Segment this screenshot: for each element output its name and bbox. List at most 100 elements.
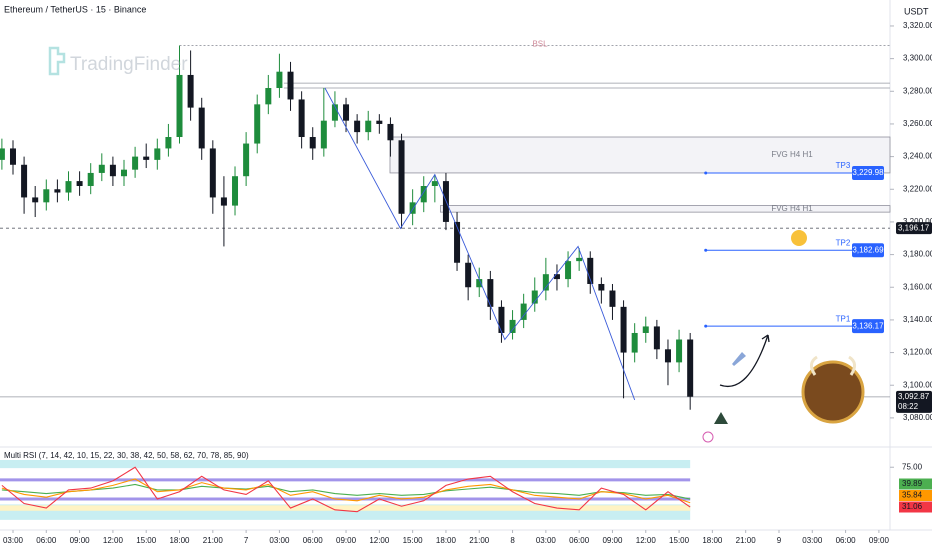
logo-icon xyxy=(48,46,66,76)
candle-body xyxy=(98,164,105,173)
candle-body xyxy=(132,156,139,170)
candle-body xyxy=(154,148,161,160)
candle-body xyxy=(276,71,283,89)
candle-body xyxy=(331,104,338,121)
price-tag xyxy=(896,222,932,235)
candle-body xyxy=(32,197,39,203)
x-tick-label: 09:00 xyxy=(70,536,91,545)
candle-body xyxy=(476,279,483,288)
x-tick-label: 03:00 xyxy=(802,536,823,545)
x-tick-label: 03:00 xyxy=(3,536,24,545)
arrow-head xyxy=(761,334,770,343)
rocket xyxy=(732,352,746,366)
candle-body xyxy=(642,326,649,333)
bsl-label: BSL xyxy=(532,40,548,49)
candle-body xyxy=(287,71,294,100)
x-tick-label: 9 xyxy=(777,536,782,545)
x-tick-label: 03:00 xyxy=(536,536,557,545)
y-tick-label: 3,160.00 xyxy=(903,282,932,291)
x-tick-label: 06:00 xyxy=(303,536,324,545)
y-tick-label: 3,280.00 xyxy=(903,86,932,95)
candle-body xyxy=(465,262,472,288)
mountain-icon xyxy=(714,412,728,424)
y-tick-label: 3,120.00 xyxy=(903,348,932,357)
rsi-title: Multi RSI (7, 14, 42, 10, 15, 22, 30, 38… xyxy=(4,451,249,460)
x-tick-label: 06:00 xyxy=(569,536,590,545)
x-tick-label: 12:00 xyxy=(103,536,124,545)
candle-body xyxy=(43,189,50,203)
logo: TradingFinder xyxy=(48,46,188,76)
candle-body xyxy=(320,120,327,149)
candle-body xyxy=(553,274,560,280)
candle-body xyxy=(209,148,216,198)
candle-body xyxy=(87,172,94,187)
rsi-value-tag xyxy=(899,501,932,513)
x-tick-label: 18:00 xyxy=(169,536,190,545)
candle-body xyxy=(198,107,205,149)
target-dot xyxy=(704,248,708,252)
candle-body xyxy=(653,326,660,350)
target-dot xyxy=(704,324,708,328)
fvg-zone xyxy=(439,205,891,213)
candle-body xyxy=(254,104,261,144)
target-tag xyxy=(852,165,884,180)
x-tick-label: 15:00 xyxy=(669,536,690,545)
target-name: TP2 xyxy=(836,238,851,247)
fvg-label: FVG H4 H1 xyxy=(771,204,813,213)
x-tick-label: 09:00 xyxy=(602,536,623,545)
x-tick-label: 09:00 xyxy=(336,536,357,545)
candle-body xyxy=(620,306,627,353)
candle-body xyxy=(398,140,405,214)
y-tick-label: 3,080.00 xyxy=(903,413,932,422)
target-dot xyxy=(704,171,708,175)
x-tick-label: 06:00 xyxy=(36,536,57,545)
candle-body xyxy=(498,306,505,333)
x-tick-label: 03:00 xyxy=(269,536,290,545)
target-tag xyxy=(852,319,884,334)
watermark: TradingFinder xyxy=(70,54,188,75)
price-tag-label: 3,196.17 xyxy=(898,223,930,232)
y-tick-label: 3,320.00 xyxy=(903,21,932,30)
curved-arrow xyxy=(719,334,769,387)
candle-body xyxy=(598,283,605,291)
candle-body xyxy=(509,319,516,333)
candle-body xyxy=(387,123,394,141)
candle-body xyxy=(576,257,583,262)
x-tick-label: 18:00 xyxy=(436,536,457,545)
rsi-value-tag xyxy=(899,490,932,501)
bull-logo xyxy=(801,360,865,424)
x-tick-label: 15:00 xyxy=(403,536,424,545)
x-tick-label: 8 xyxy=(510,536,515,545)
bull-horns xyxy=(810,355,856,376)
fvg-zone xyxy=(389,136,891,174)
rsi-tick-label: 75.00 xyxy=(902,462,923,471)
x-tick-label: 06:00 xyxy=(836,536,857,545)
candle-body xyxy=(143,156,150,160)
candle-body xyxy=(609,290,616,307)
candle-body xyxy=(631,332,638,353)
y-tick-label: 3,240.00 xyxy=(903,152,932,161)
x-tick-label: 21:00 xyxy=(203,536,224,545)
rsi-value-label: 31.06 xyxy=(902,502,923,511)
y-tick-label: 3,300.00 xyxy=(903,54,932,63)
x-tick-label: 15:00 xyxy=(136,536,157,545)
candle-body xyxy=(542,274,549,291)
rsi-value-label: 39.89 xyxy=(902,479,923,488)
price-tag xyxy=(896,390,932,413)
candle-body xyxy=(176,74,183,138)
candle-body xyxy=(9,148,16,165)
y-tick-label: 3,100.00 xyxy=(903,380,932,389)
y-tick-label: 3,200.00 xyxy=(903,217,932,226)
candle-body xyxy=(454,221,461,263)
candle-body xyxy=(354,120,361,133)
currency: USDT xyxy=(904,6,929,16)
y-tick-label: 3,140.00 xyxy=(903,315,932,324)
candle-body xyxy=(376,120,383,124)
candle-body xyxy=(420,186,427,203)
target-name: TP1 xyxy=(836,314,851,323)
candle-body xyxy=(21,164,28,198)
rsi-line xyxy=(1,483,691,500)
candle-body xyxy=(65,181,72,193)
